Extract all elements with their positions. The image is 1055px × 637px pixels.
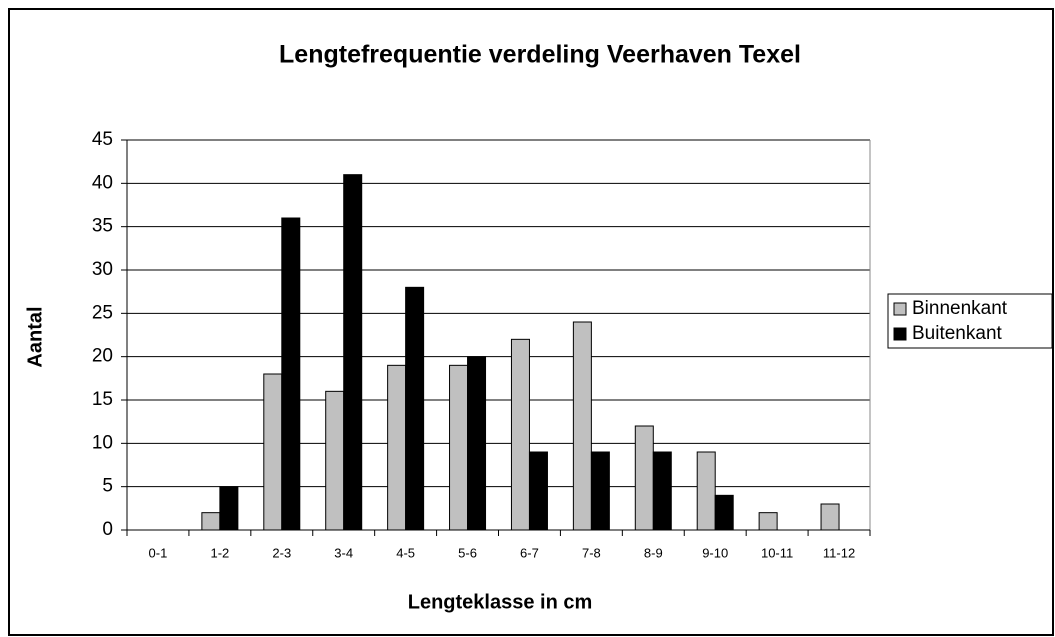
bar — [325, 390, 345, 531]
x-tick-label: 0-1 — [149, 545, 168, 560]
y-tick-label: 15 — [92, 389, 113, 410]
bar — [343, 174, 363, 531]
bar — [590, 451, 610, 531]
bar — [714, 494, 734, 531]
y-tick-label: 20 — [92, 346, 113, 367]
x-tick-label: 11-12 — [823, 545, 855, 560]
y-tick-label: 5 — [102, 476, 113, 497]
bar — [758, 512, 778, 531]
x-axis-label: Lengteklasse in cm — [408, 591, 593, 613]
bar — [652, 451, 672, 531]
bar — [572, 321, 592, 531]
x-tick-label: 4-5 — [396, 545, 415, 560]
x-tick-label: 5-6 — [458, 545, 477, 560]
legend-swatch — [893, 327, 907, 341]
x-tick-label: 10-11 — [761, 545, 793, 560]
x-tick-label: 8-9 — [644, 545, 663, 560]
bar — [634, 425, 654, 531]
x-tick-label: 7-8 — [582, 545, 601, 560]
y-tick-label: 40 — [92, 172, 113, 193]
x-tick-label: 3-4 — [334, 545, 353, 560]
bar — [219, 486, 239, 531]
bar — [528, 451, 548, 531]
bar — [696, 451, 716, 531]
y-tick-label: 45 — [92, 129, 113, 150]
bar — [405, 286, 425, 531]
x-tick-label: 9-10 — [702, 545, 728, 560]
y-tick-label: 35 — [92, 216, 113, 237]
bar — [467, 356, 487, 531]
legend-box — [887, 293, 1053, 349]
legend-swatch — [893, 302, 907, 316]
x-tick-label: 6-7 — [520, 545, 539, 560]
y-tick-label: 0 — [102, 519, 113, 540]
x-tick-label: 1-2 — [210, 545, 229, 560]
bar — [510, 338, 530, 531]
bar — [201, 512, 221, 531]
bar — [263, 373, 283, 531]
bar — [387, 364, 407, 531]
bar — [820, 503, 840, 531]
y-tick-label: 10 — [92, 432, 113, 453]
y-tick-label: 30 — [92, 259, 113, 280]
bar — [449, 364, 469, 531]
y-axis-label: Aantal — [24, 306, 46, 367]
legend-label: Binnenkant — [912, 298, 1008, 319]
x-tick-label: 2-3 — [272, 545, 291, 560]
legend-label: Buitenkant — [912, 323, 1003, 344]
chart-title: Lengtefrequentie verdeling Veerhaven Tex… — [279, 41, 801, 69]
chart-frame — [8, 8, 1054, 636]
y-tick-label: 25 — [92, 302, 113, 323]
bar — [281, 217, 301, 531]
